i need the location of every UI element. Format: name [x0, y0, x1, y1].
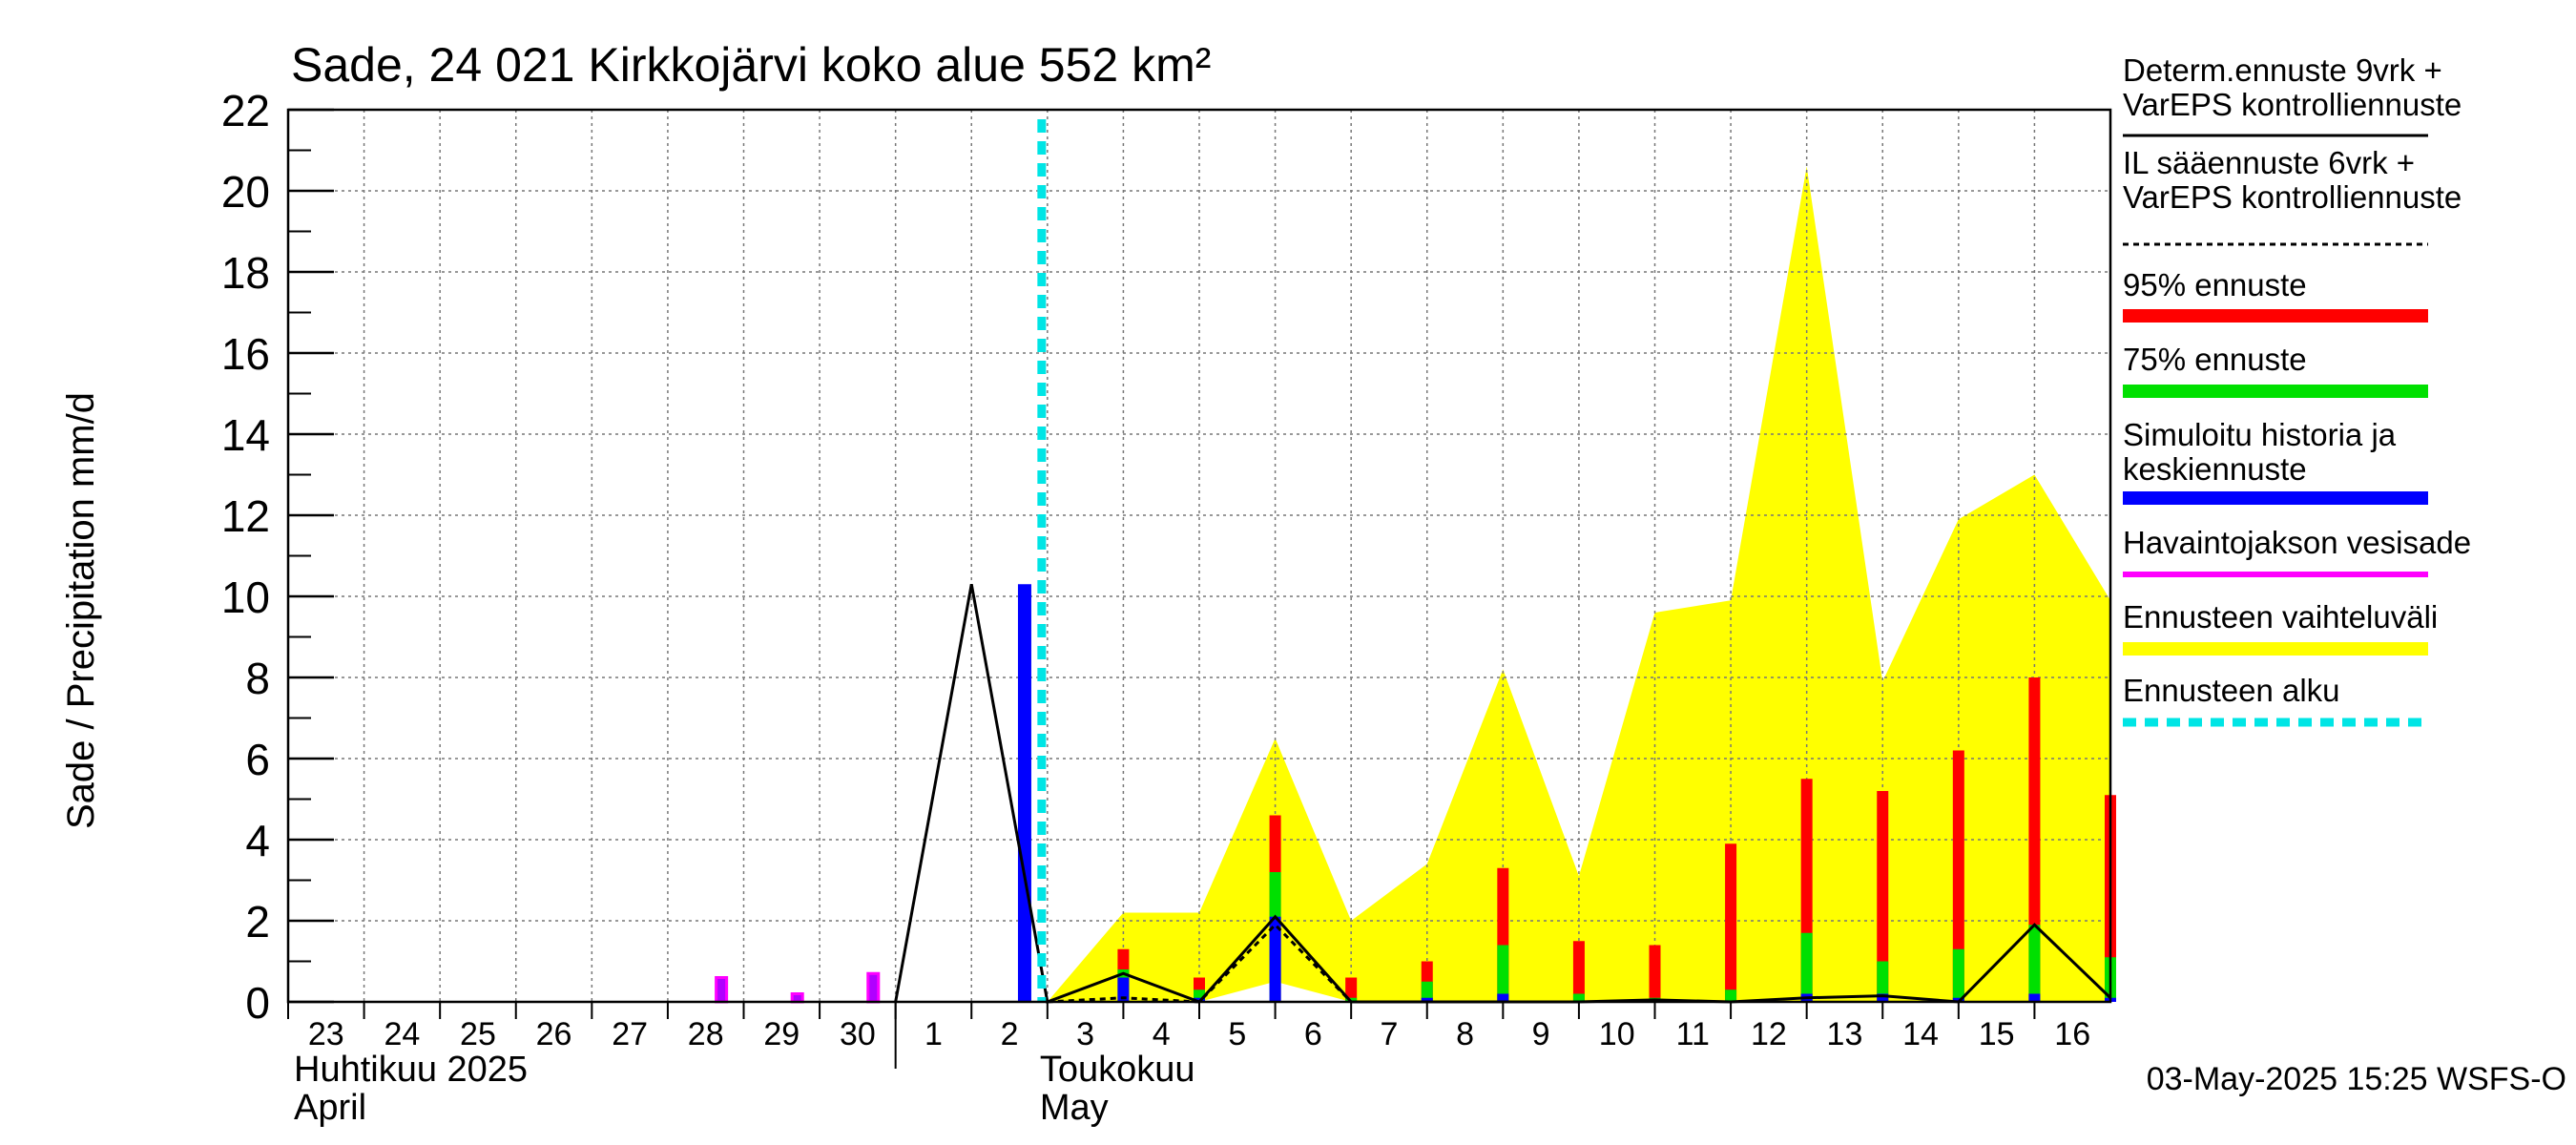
- forecast-bar-p75: [1800, 932, 1813, 1002]
- legend-label: Simuloitu historia ja: [2123, 417, 2397, 452]
- forecast-bar-p95: [1572, 941, 1585, 1002]
- chart-title: Sade, 24 021 Kirkkojärvi koko alue 552 k…: [291, 38, 1211, 92]
- y-tick-label: 10: [221, 572, 270, 622]
- y-tick-label: 20: [221, 167, 270, 217]
- x-tick-label: 27: [612, 1016, 648, 1052]
- y-tick-label: 0: [245, 978, 270, 1028]
- x-tick-label: 9: [1532, 1016, 1550, 1052]
- y-tick-label: 16: [221, 329, 270, 379]
- legend: Determ.ennuste 9vrk +VarEPS kontrollienn…: [2123, 52, 2471, 727]
- x-tick-label: 7: [1380, 1016, 1398, 1052]
- x-tick-label: 23: [308, 1016, 344, 1052]
- legend-label: Determ.ennuste 9vrk +: [2123, 52, 2442, 88]
- forecast-bar-p75: [1421, 981, 1433, 1002]
- x-tick-label: 2: [1001, 1016, 1019, 1052]
- y-tick-label: 8: [245, 654, 270, 703]
- observed-bar: [715, 976, 729, 1004]
- x-tick-label: 6: [1304, 1016, 1322, 1052]
- forecast-bar-p95: [1725, 843, 1737, 1002]
- forecast-bar-median: [1877, 993, 1889, 1002]
- x-tick-label: 15: [1979, 1016, 2015, 1052]
- y-tick-label: 14: [221, 410, 270, 460]
- legend-label: 75% ennuste: [2123, 342, 2307, 377]
- timestamp: 03-May-2025 15:25 WSFS-O: [2147, 1061, 2566, 1097]
- forecast-bar-median: [1497, 993, 1509, 1002]
- x-tick-label: 25: [460, 1016, 496, 1052]
- y-tick-label: 6: [245, 735, 270, 784]
- observed-bar: [790, 992, 804, 1004]
- observed-bar: [866, 971, 881, 1004]
- forecast-bar-p75: [1497, 945, 1509, 1002]
- x-tick-label: 29: [763, 1016, 800, 1052]
- legend-label: keskiennuste: [2123, 451, 2307, 487]
- x-tick-label: 14: [1902, 1016, 1939, 1052]
- simulated-bar: [1017, 584, 1031, 1002]
- plot-area: [286, 108, 2116, 1005]
- month-label-fi: Huhtikuu 2025: [294, 1050, 528, 1090]
- x-tick-label: 5: [1228, 1016, 1246, 1052]
- x-tick-label: 26: [536, 1016, 572, 1052]
- legend-label: Havaintojakson vesisade: [2123, 525, 2471, 560]
- x-tick-label: 28: [688, 1016, 724, 1052]
- x-tick-label: 3: [1076, 1016, 1094, 1052]
- y-tick-label: 12: [221, 491, 270, 541]
- legend-label: VarEPS kontrolliennuste: [2123, 87, 2462, 122]
- x-tick-label: 24: [384, 1016, 420, 1052]
- forecast-bar-p75: [1952, 948, 1964, 1002]
- y-tick-label: 4: [245, 816, 270, 865]
- y-tick-label: 2: [245, 897, 270, 947]
- x-axis: 23 24 25 26 27 28 29 30 1 2 3 4 5 6 7 8 9 10 11 12 13 14 15 16H…: [287, 1002, 2090, 1128]
- forecast-bar-p75: [2028, 925, 2041, 1002]
- x-tick-label: 10: [1599, 1016, 1635, 1052]
- forecast-bar-p95: [1345, 977, 1358, 1002]
- x-tick-label: 11: [1676, 1016, 1710, 1052]
- legend-label: VarEPS kontrolliennuste: [2123, 179, 2462, 215]
- x-tick-label: 16: [2054, 1016, 2090, 1052]
- forecast-bar-p95: [1877, 791, 1889, 1002]
- x-tick-label: 4: [1153, 1016, 1171, 1052]
- legend-label: IL sääennuste 6vrk +: [2123, 145, 2415, 180]
- forecast-bar-median: [2028, 993, 2041, 1002]
- month-label-en: May: [1040, 1088, 1109, 1128]
- x-tick-label: 1: [924, 1016, 943, 1052]
- legend-label: Ennusteen vaihteluväli: [2123, 599, 2438, 635]
- y-tick-label: 18: [221, 248, 270, 298]
- y-axis-label: Sade / Precipitation mm/d: [60, 392, 102, 829]
- forecast-bar-median: [1117, 977, 1130, 1002]
- x-tick-label: 8: [1456, 1016, 1474, 1052]
- forecast-bar-p75: [1572, 993, 1585, 1002]
- forecast-bar-p75: [1725, 989, 1737, 1002]
- forecast-bar-p95: [1952, 750, 1964, 1002]
- x-tick-label: 30: [840, 1016, 876, 1052]
- x-tick-label: 12: [1751, 1016, 1787, 1052]
- legend-label: Ennusteen alku: [2123, 673, 2340, 708]
- y-tick-label: 22: [221, 86, 270, 135]
- forecast-range-area: [1047, 166, 2110, 1002]
- forecast-bar-median: [1421, 997, 1433, 1002]
- forecast-bar-median: [1269, 916, 1281, 1002]
- forecast-bar-p95: [2028, 677, 2041, 1002]
- legend-label: 95% ennuste: [2123, 267, 2307, 302]
- x-tick-label: 13: [1827, 1016, 1863, 1052]
- forecast-bar-p95: [1649, 945, 1661, 1002]
- month-label-fi: Toukokuu: [1040, 1050, 1195, 1090]
- month-label-en: April: [294, 1088, 366, 1128]
- y-axis: 0 2 4 6 8 10 12 14 16 18 20 22: [221, 86, 334, 1028]
- forecast-bar-p75: [1877, 961, 1889, 1002]
